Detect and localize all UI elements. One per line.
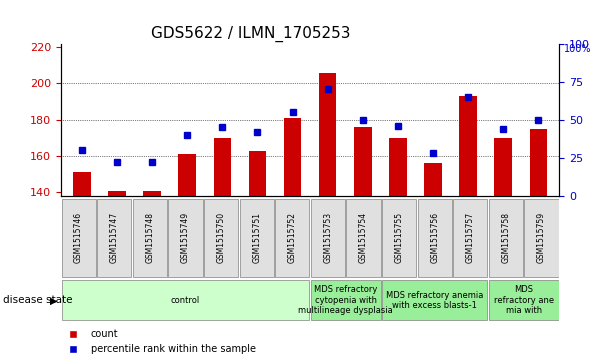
Bar <box>459 96 477 196</box>
Text: GSM1515751: GSM1515751 <box>252 212 261 263</box>
Text: disease state: disease state <box>3 295 72 305</box>
Bar <box>389 138 407 196</box>
FancyBboxPatch shape <box>311 280 381 321</box>
Bar <box>178 154 196 196</box>
FancyBboxPatch shape <box>61 280 309 321</box>
Text: GSM1515747: GSM1515747 <box>109 212 119 263</box>
Text: GSM1515756: GSM1515756 <box>430 212 439 263</box>
FancyBboxPatch shape <box>168 199 202 277</box>
Bar <box>530 129 547 196</box>
Text: ▶: ▶ <box>50 295 58 305</box>
Text: GSM1515754: GSM1515754 <box>359 212 368 263</box>
FancyBboxPatch shape <box>489 199 523 277</box>
FancyBboxPatch shape <box>489 280 559 321</box>
Bar <box>319 73 336 196</box>
FancyBboxPatch shape <box>382 280 488 321</box>
Bar <box>213 138 231 196</box>
Text: GSM1515759: GSM1515759 <box>537 212 546 263</box>
Bar <box>354 127 371 196</box>
Text: MDS
refractory ane
mia with: MDS refractory ane mia with <box>494 285 554 315</box>
FancyBboxPatch shape <box>418 199 452 277</box>
FancyBboxPatch shape <box>311 199 345 277</box>
FancyBboxPatch shape <box>382 199 416 277</box>
Text: MDS refractory anemia
with excess blasts-1: MDS refractory anemia with excess blasts… <box>386 291 483 310</box>
Legend: count, percentile rank within the sample: count, percentile rank within the sample <box>60 326 260 358</box>
Text: MDS refractory
cytopenia with
multilineage dysplasia: MDS refractory cytopenia with multilinea… <box>299 285 393 315</box>
Text: 100%: 100% <box>564 44 592 54</box>
Text: GSM1515746: GSM1515746 <box>74 212 83 263</box>
Text: GSM1515753: GSM1515753 <box>323 212 333 263</box>
FancyBboxPatch shape <box>204 199 238 277</box>
FancyBboxPatch shape <box>275 199 309 277</box>
Bar <box>143 191 161 196</box>
Bar <box>249 151 266 196</box>
Bar <box>494 138 512 196</box>
FancyBboxPatch shape <box>453 199 488 277</box>
Text: GDS5622 / ILMN_1705253: GDS5622 / ILMN_1705253 <box>151 26 350 42</box>
FancyBboxPatch shape <box>525 199 559 277</box>
Text: GSM1515750: GSM1515750 <box>216 212 226 263</box>
FancyBboxPatch shape <box>240 199 274 277</box>
Text: GSM1515749: GSM1515749 <box>181 212 190 263</box>
Text: GSM1515758: GSM1515758 <box>502 212 511 263</box>
Text: GSM1515755: GSM1515755 <box>395 212 404 263</box>
Bar <box>108 191 126 196</box>
Text: control: control <box>171 296 200 305</box>
Bar <box>73 172 91 196</box>
FancyBboxPatch shape <box>61 199 95 277</box>
Bar <box>284 118 302 196</box>
FancyBboxPatch shape <box>347 199 381 277</box>
Text: GSM1515757: GSM1515757 <box>466 212 475 263</box>
Text: GSM1515752: GSM1515752 <box>288 212 297 263</box>
Bar <box>424 163 442 196</box>
FancyBboxPatch shape <box>97 199 131 277</box>
FancyBboxPatch shape <box>133 199 167 277</box>
Text: GSM1515748: GSM1515748 <box>145 212 154 263</box>
